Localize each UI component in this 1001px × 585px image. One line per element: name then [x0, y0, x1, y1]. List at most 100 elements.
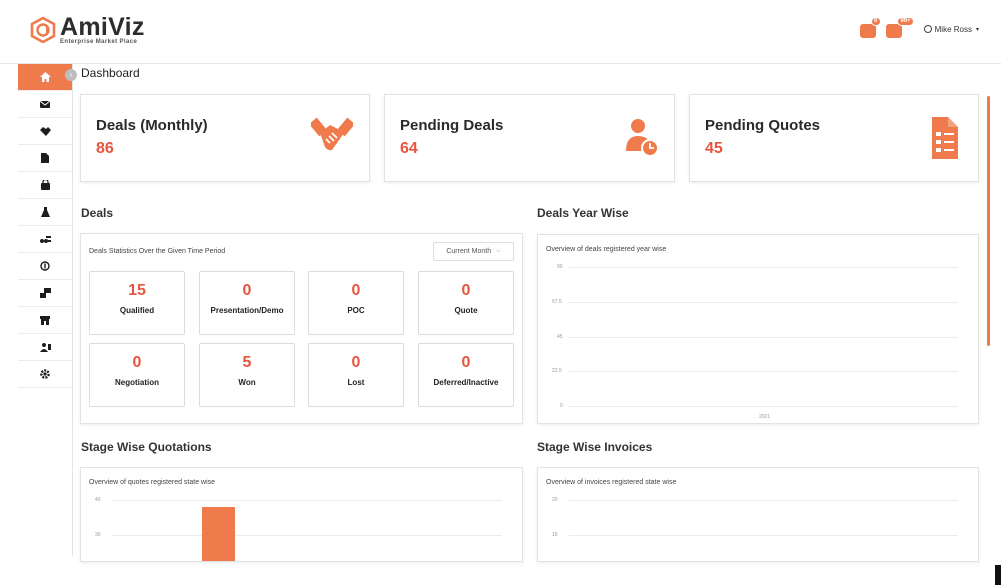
- stat-card-deals-monthly[interactable]: Deals (Monthly) 86: [80, 94, 370, 182]
- deal-stage-label: Presentation/Demo: [210, 306, 284, 315]
- sidebar-item-payments[interactable]: [18, 253, 72, 280]
- invoices-section-title: Stage Wise Invoices: [537, 440, 653, 454]
- y-tick-label: 0: [560, 403, 563, 409]
- user-name: Mike Ross: [934, 24, 972, 34]
- brand-logo[interactable]: AmiViz Enterprise Market Place: [30, 14, 145, 45]
- deals-year-subtitle: Overview of deals registered year wise: [546, 246, 667, 253]
- gear-icon: [40, 369, 50, 379]
- x-tick-label: 2021: [759, 414, 771, 420]
- logo-mark-icon: [30, 17, 56, 43]
- invoices-subtitle: Overview of invoices registered state wi…: [546, 479, 677, 486]
- deals-section-title: Deals: [81, 206, 114, 220]
- chevron-down-icon: ⌵: [496, 248, 501, 254]
- message-badge: 0: [870, 17, 881, 26]
- handshake-icon: [39, 126, 51, 136]
- stat-title: Pending Deals: [400, 117, 504, 134]
- sidebar-item-store[interactable]: [18, 307, 72, 334]
- chart-bar[interactable]: [202, 507, 235, 561]
- handshake-icon: [311, 117, 353, 151]
- sidebar-item-orders[interactable]: [18, 172, 72, 199]
- sidebar: [18, 64, 73, 556]
- page-scrollbar[interactable]: [987, 96, 990, 346]
- deal-stage-label: Qualified: [119, 306, 155, 315]
- deal-stage-label: Negotiation: [115, 378, 159, 387]
- bell-icon[interactable]: 99+: [885, 17, 914, 38]
- message-icon[interactable]: 0: [859, 17, 881, 38]
- deal-stage-label: POC: [347, 306, 365, 315]
- flask-icon: [40, 207, 50, 217]
- deal-stage-label: Deferred/Inactive: [433, 378, 499, 387]
- y-tick-label: 30: [95, 532, 101, 538]
- money-transfer-icon: [39, 288, 51, 298]
- deal-stage-tile[interactable]: 0 Deferred/Inactive: [418, 343, 514, 407]
- sidebar-item-transfers[interactable]: [18, 280, 72, 307]
- hierarchy-icon: [39, 235, 51, 243]
- deal-stage-count: 0: [351, 282, 361, 299]
- quotations-subtitle: Overview of quotes registered state wise: [89, 479, 216, 486]
- deal-stage-count: 0: [461, 354, 471, 371]
- y-tick-label: 45: [557, 334, 563, 340]
- store-icon: [40, 315, 50, 325]
- sidebar-item-messages[interactable]: [18, 91, 72, 118]
- sidebar-item-users[interactable]: [18, 334, 72, 361]
- quotations-section-title: Stage Wise Quotations: [81, 440, 212, 454]
- chevron-down-icon: ▾: [975, 26, 979, 33]
- stat-value: 64: [400, 140, 418, 157]
- sidebar-item-hierarchy[interactable]: [18, 226, 72, 253]
- stat-value: 45: [705, 140, 723, 157]
- top-bar: AmiViz Enterprise Market Place 0 99+ Mik…: [0, 0, 1001, 64]
- sidebar-item-dashboard[interactable]: [18, 64, 72, 91]
- stat-title: Pending Quotes: [705, 117, 821, 134]
- users-icon: [39, 343, 51, 352]
- y-tick-label: 20: [552, 497, 558, 503]
- refresh-dollar-icon: [40, 261, 50, 271]
- sidebar-item-lab[interactable]: [18, 199, 72, 226]
- deal-stage-tile[interactable]: 0 Lost: [308, 343, 404, 407]
- quotations-chart: Overview of quotes registered state wise…: [80, 467, 523, 562]
- period-select-value: Current Month: [446, 248, 492, 255]
- deal-stage-tile[interactable]: 15 Qualified: [89, 271, 185, 335]
- deals-statistics-panel: Deals Statistics Over the Given Time Per…: [80, 233, 523, 424]
- stat-value: 86: [96, 140, 114, 157]
- home-icon: [39, 72, 51, 82]
- deals-year-chart: Overview of deals registered year wise 9…: [537, 234, 979, 424]
- document-icon: [41, 153, 49, 163]
- file-list-icon: [932, 117, 958, 159]
- deal-stage-tile[interactable]: 0 Negotiation: [89, 343, 185, 407]
- deal-stage-count: 15: [128, 282, 146, 299]
- deal-stage-count: 0: [242, 282, 252, 299]
- sidebar-item-deals[interactable]: [18, 118, 72, 145]
- sidebar-item-settings[interactable]: [18, 361, 72, 388]
- y-tick-label: 90: [557, 264, 563, 270]
- deals-year-section-title: Deals Year Wise: [537, 206, 629, 220]
- y-tick-label: 22.5: [552, 368, 562, 374]
- deal-stage-label: Won: [238, 378, 256, 387]
- deals-statistics-subtitle: Deals Statistics Over the Given Time Per…: [89, 248, 226, 255]
- deal-stage-tile[interactable]: 0 POC: [308, 271, 404, 335]
- brand-tagline: Enterprise Market Place: [60, 39, 138, 45]
- envelope-icon: [40, 100, 50, 108]
- deal-stage-label: Lost: [347, 378, 365, 387]
- deal-stage-count: 0: [132, 354, 142, 371]
- bag-icon: [40, 180, 50, 190]
- sidebar-item-documents[interactable]: [18, 145, 72, 172]
- deal-stage-label: Quote: [454, 306, 478, 315]
- deal-stage-count: 5: [242, 354, 252, 371]
- deal-stage-count: 0: [461, 282, 471, 299]
- user-clock-icon: [626, 119, 659, 157]
- user-menu[interactable]: Mike Ross ▾: [923, 24, 979, 34]
- brand-name: AmiViz: [60, 13, 145, 41]
- deal-stage-tile[interactable]: 0 Presentation/Demo: [199, 271, 295, 335]
- stat-card-pending-deals[interactable]: Pending Deals 64: [384, 94, 675, 182]
- notification-badge: 99+: [897, 17, 914, 26]
- sidebar-collapse-button[interactable]: ›: [65, 69, 77, 81]
- stat-card-pending-quotes[interactable]: Pending Quotes 45: [689, 94, 979, 182]
- deal-stage-tile[interactable]: 5 Won: [199, 343, 295, 407]
- breadcrumb: Dashboard: [81, 66, 140, 80]
- user-icon: [923, 25, 932, 33]
- period-select[interactable]: Current Month ⌵: [433, 242, 514, 261]
- deal-stage-count: 0: [351, 354, 361, 371]
- deal-stage-tile[interactable]: 0 Quote: [418, 271, 514, 335]
- stat-title: Deals (Monthly): [96, 117, 208, 134]
- screen-edge-artifact: [995, 565, 1001, 585]
